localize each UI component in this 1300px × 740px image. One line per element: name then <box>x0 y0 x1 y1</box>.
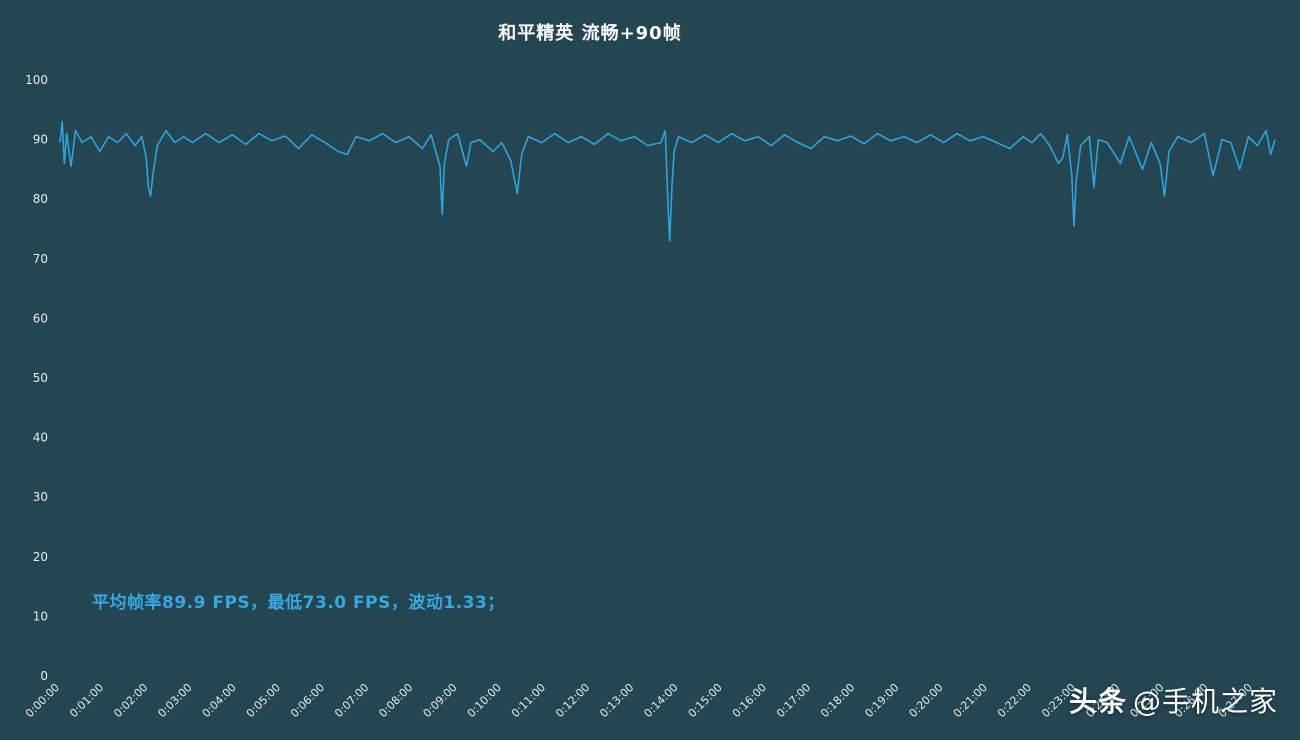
x-tick-label: 0:00:00 <box>23 681 62 720</box>
x-tick-label: 0:09:00 <box>421 681 460 720</box>
x-tick-label: 0:17:00 <box>774 681 813 720</box>
x-tick-label: 0:14:00 <box>641 681 680 720</box>
x-tick-label: 0:04:00 <box>200 681 239 720</box>
x-tick-label: 0:02:00 <box>111 681 150 720</box>
x-tick-label: 0:22:00 <box>995 681 1034 720</box>
y-tick-label: 20 <box>33 550 48 564</box>
x-tick-label: 0:07:00 <box>332 681 371 720</box>
y-tick-label: 50 <box>33 371 48 385</box>
y-axis: 0 10 20 30 40 50 60 70 80 90 100 <box>25 73 48 683</box>
y-tick-label: 10 <box>33 609 48 623</box>
x-tick-label: 0:16:00 <box>730 681 769 720</box>
y-tick-label: 0 <box>40 669 48 683</box>
x-tick-label: 0:15:00 <box>686 681 725 720</box>
x-tick-label: 0:10:00 <box>465 681 504 720</box>
y-tick-label: 70 <box>33 252 48 266</box>
x-tick-label: 0:13:00 <box>597 681 636 720</box>
x-tick-label: 0:08:00 <box>376 681 415 720</box>
x-tick-label: 0:18:00 <box>818 681 857 720</box>
x-tick-label: 0:19:00 <box>862 681 901 720</box>
x-tick-label: 0:21:00 <box>951 681 990 720</box>
y-tick-label: 30 <box>33 490 48 504</box>
x-tick-label: 0:01:00 <box>67 681 106 720</box>
fps-series-line <box>59 120 1276 242</box>
watermark-handle: @手机之家 <box>1132 685 1278 718</box>
x-tick-label: 0:11:00 <box>509 681 548 720</box>
series-layer <box>59 120 1276 242</box>
y-tick-label: 60 <box>33 311 48 325</box>
x-tick-label: 0:06:00 <box>288 681 327 720</box>
y-tick-label: 90 <box>33 133 48 147</box>
x-tick-label: 0:03:00 <box>155 681 194 720</box>
chart-title: 和平精英 流畅+90帧 <box>498 23 682 44</box>
x-tick-label: 0:12:00 <box>553 681 592 720</box>
y-tick-label: 80 <box>33 192 48 206</box>
x-tick-label: 0:20:00 <box>907 681 946 720</box>
x-tick-label: 0:05:00 <box>244 681 283 720</box>
y-tick-label: 100 <box>25 73 48 87</box>
watermark-brand: 头条 <box>1068 685 1127 718</box>
y-tick-label: 40 <box>33 431 48 445</box>
fps-summary-annotation: 平均帧率89.9 FPS，最低73.0 FPS，波动1.33； <box>92 593 505 613</box>
watermark: 头条 @手机之家 <box>1069 680 1278 720</box>
